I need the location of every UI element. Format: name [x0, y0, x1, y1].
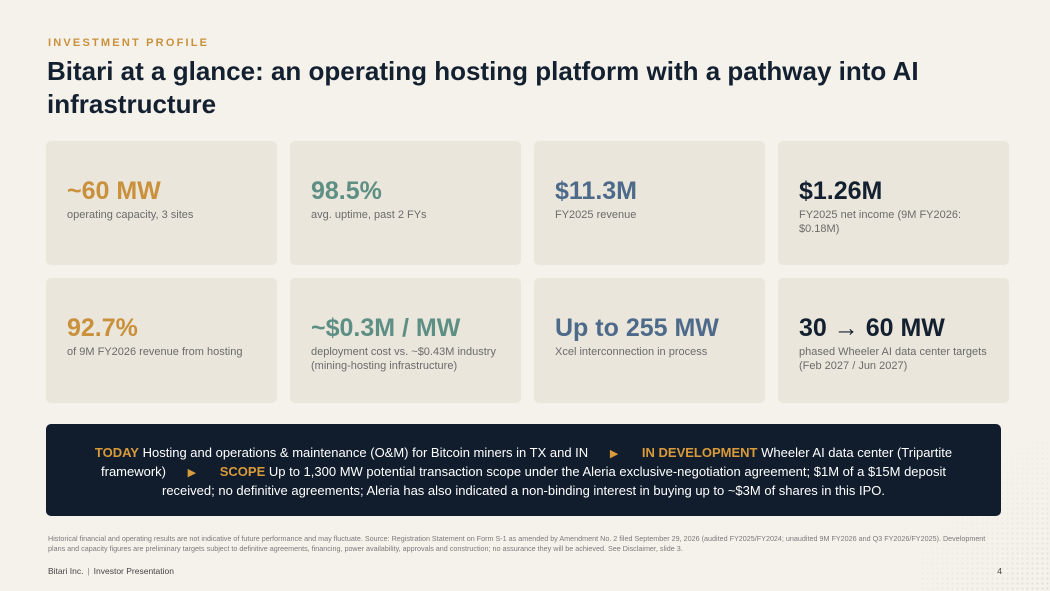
in-development-text: Wheeler AI data center (Tripartite frame… — [101, 445, 953, 479]
metric-value: ~$0.3M / MW — [311, 314, 461, 342]
footer-separator: | — [87, 566, 90, 576]
page-title: Bitari at a glance: an operating hosting… — [47, 56, 919, 119]
status-banner: TODAY Hosting and operations & maintenan… — [46, 424, 1001, 516]
triangle-right-icon: ▶ — [609, 448, 619, 460]
in-development-tag: IN DEVELOPMENT — [641, 445, 758, 460]
metric-label: phased Wheeler AI data center targets (F… — [799, 346, 987, 372]
metric-label: avg. uptime, past 2 FYs — [311, 209, 427, 221]
triangle-right-icon: ▶ — [187, 467, 197, 479]
footer-brand: Bitari Inc. | Investor Presentation — [48, 566, 174, 576]
today-tag: TODAY — [94, 445, 139, 460]
metric-value: 30 → 60 MW — [799, 314, 945, 342]
metric-card-hosting-share: 92.7% of 9M FY2026 revenue from hosting — [46, 278, 277, 403]
section-eyebrow: INVESTMENT PROFILE — [48, 37, 210, 49]
metric-card-uptime: 98.5% avg. uptime, past 2 FYs — [290, 141, 521, 265]
metric-value: $11.3M — [555, 177, 638, 205]
metric-card-revenue: $11.3M FY2025 revenue — [534, 141, 765, 265]
today-text: Hosting and operations & maintenance (O&… — [142, 445, 589, 460]
metric-label: Xcel interconnection in process — [555, 346, 708, 358]
metric-card-interconnection: Up to 255 MW Xcel interconnection in pro… — [534, 278, 765, 403]
metric-card-net-income: $1.26M FY2025 net income (9M FY2026: $0.… — [778, 141, 1009, 265]
metric-value: Up to 255 MW — [555, 314, 719, 342]
footer-company: Bitari Inc. — [48, 566, 84, 576]
metric-label: of 9M FY2026 revenue from hosting — [67, 346, 243, 358]
metric-value: $1.26M — [799, 177, 883, 205]
metric-value: 92.7% — [67, 314, 138, 342]
metric-label: deployment cost vs. ~$0.43M industry (mi… — [311, 346, 496, 372]
scope-tag: SCOPE — [219, 464, 266, 479]
footer-doc-title: Investor Presentation — [93, 566, 174, 576]
metric-card-deployment-cost: ~$0.3M / MW deployment cost vs. ~$0.43M … — [290, 278, 521, 403]
metric-card-ai-targets: 30 → 60 MW phased Wheeler AI data center… — [778, 278, 1009, 403]
metrics-grid: ~60 MW operating capacity, 3 sites 98.5%… — [46, 141, 1009, 403]
metric-card-capacity: ~60 MW operating capacity, 3 sites — [46, 141, 277, 265]
metric-label: FY2025 revenue — [555, 209, 637, 221]
page-number: 4 — [997, 566, 1002, 576]
scope-text: Up to 1,300 MW potential transaction sco… — [161, 464, 946, 498]
metric-label: FY2025 net income (9M FY2026: $0.18M) — [799, 209, 962, 235]
metric-label: operating capacity, 3 sites — [67, 209, 194, 221]
disclaimer-footnote: Historical financial and operating resul… — [48, 534, 986, 553]
metric-value: 98.5% — [311, 177, 382, 205]
metric-value: ~60 MW — [67, 177, 161, 205]
